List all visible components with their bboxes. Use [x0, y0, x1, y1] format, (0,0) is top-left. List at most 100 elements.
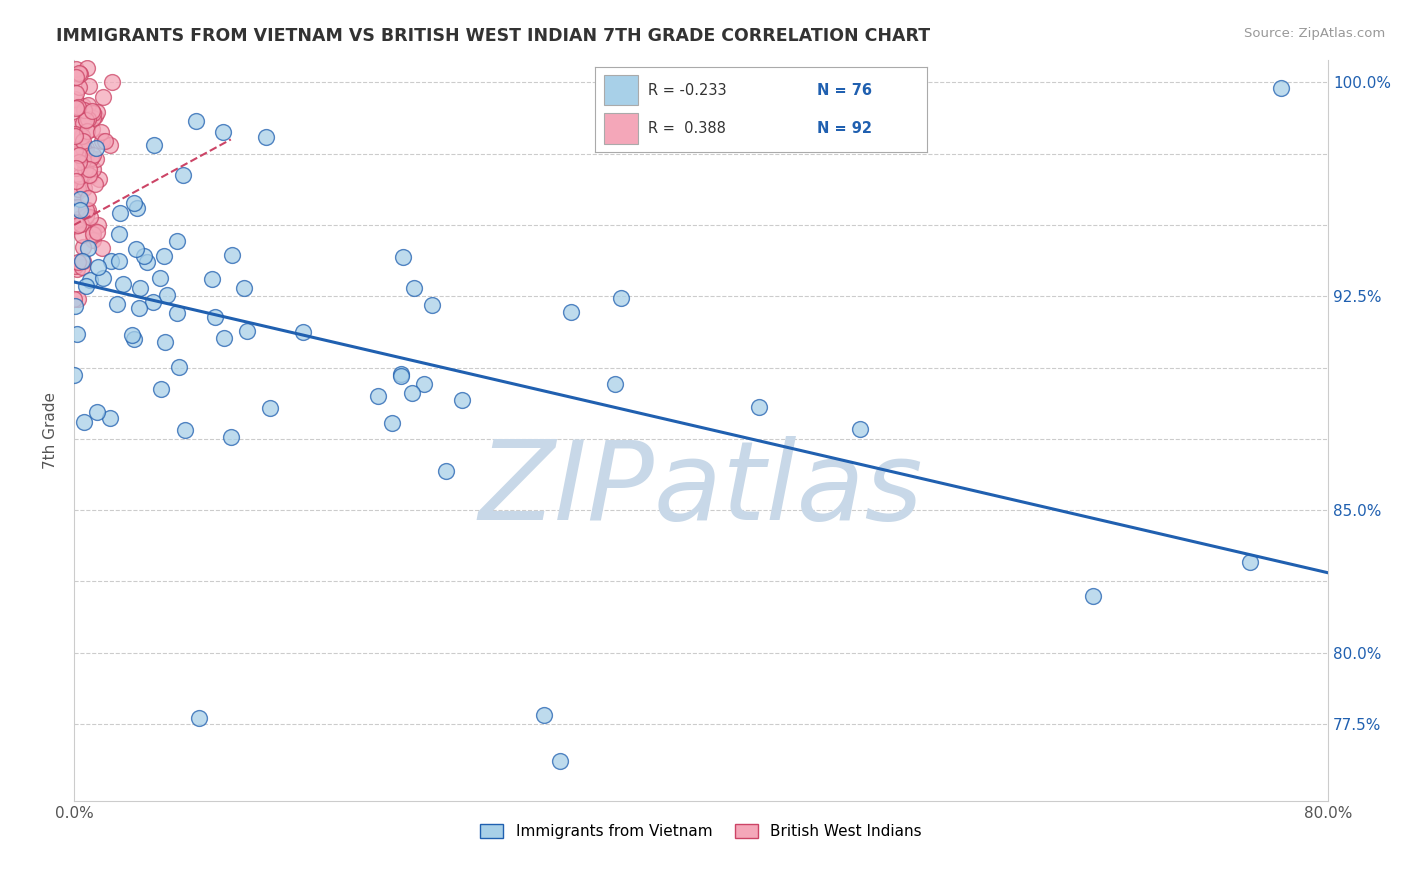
Point: [66, 182, 89, 196]
Point: [100, 253, 122, 268]
Point: [149, 271, 172, 285]
Point: [66, 99, 89, 113]
Point: [450, 393, 472, 408]
Point: [76, 106, 98, 120]
Point: [65, 219, 87, 234]
Point: [221, 248, 243, 262]
Point: [75, 278, 97, 293]
Point: [76, 146, 98, 161]
Point: [72, 227, 94, 242]
Point: [66, 261, 89, 276]
Point: [108, 254, 131, 268]
Point: [72, 99, 94, 113]
Point: [212, 330, 235, 344]
Point: [188, 711, 211, 725]
Point: [232, 281, 254, 295]
Text: ZIPatlas: ZIPatlas: [479, 436, 924, 543]
Point: [94, 134, 117, 148]
Point: [65, 174, 87, 188]
Point: [86, 225, 108, 239]
Point: [87, 260, 110, 274]
Point: [66, 200, 89, 214]
Point: [392, 251, 415, 265]
Point: [75, 112, 97, 127]
Point: [134, 249, 156, 263]
Point: [67, 79, 90, 94]
Point: [100, 75, 122, 89]
Point: [72, 141, 94, 155]
Point: [65, 299, 87, 313]
Point: [389, 367, 412, 381]
Point: [76, 62, 98, 76]
Point: [125, 242, 148, 256]
Point: [76, 124, 98, 138]
Point: [63, 92, 86, 106]
Point: [82, 161, 104, 176]
Point: [201, 272, 224, 286]
Point: [70, 129, 93, 144]
Point: [83, 177, 105, 191]
Point: [91, 90, 114, 104]
Point: [84, 152, 107, 166]
Point: [167, 359, 190, 374]
Point: [367, 388, 389, 402]
Point: [73, 162, 96, 177]
Point: [67, 136, 90, 151]
Point: [75, 140, 97, 154]
Point: [69, 203, 91, 218]
Point: [560, 305, 582, 319]
Point: [90, 125, 112, 139]
Point: [69, 169, 91, 183]
Point: [404, 281, 426, 295]
Point: [69, 192, 91, 206]
Point: [75, 154, 97, 169]
Point: [422, 298, 444, 312]
Point: [1270, 81, 1292, 95]
Point: [93, 271, 115, 285]
Point: [609, 291, 631, 305]
Point: [67, 154, 90, 169]
Point: [80, 104, 103, 119]
Point: [70, 143, 93, 157]
Point: [66, 212, 89, 227]
Point: [533, 708, 555, 723]
Point: [77, 78, 100, 93]
Point: [67, 219, 90, 233]
Point: [172, 169, 194, 183]
Point: [86, 105, 108, 120]
Point: [124, 196, 146, 211]
Point: [75, 144, 97, 158]
Point: [67, 148, 90, 162]
Point: [82, 106, 104, 120]
Point: [65, 102, 87, 116]
Point: [219, 430, 242, 444]
Point: [1239, 555, 1261, 569]
Point: [65, 185, 87, 199]
Point: [82, 227, 104, 242]
Point: [67, 107, 90, 121]
Point: [76, 202, 98, 217]
Point: [80, 151, 103, 165]
Point: [87, 171, 110, 186]
Point: [63, 128, 86, 142]
Point: [63, 260, 86, 274]
Text: Source: ZipAtlas.com: Source: ZipAtlas.com: [1244, 27, 1385, 40]
Point: [603, 376, 626, 391]
Text: IMMIGRANTS FROM VIETNAM VS BRITISH WEST INDIAN 7TH GRADE CORRELATION CHART: IMMIGRANTS FROM VIETNAM VS BRITISH WEST …: [56, 27, 931, 45]
Point: [122, 332, 145, 346]
Point: [79, 169, 101, 184]
Point: [110, 206, 132, 220]
Point: [80, 122, 103, 136]
Point: [82, 233, 104, 247]
Point: [105, 297, 128, 311]
Point: [90, 241, 112, 255]
Point: [77, 162, 100, 177]
Point: [87, 218, 110, 232]
Legend: Immigrants from Vietnam, British West Indians: Immigrants from Vietnam, British West In…: [474, 818, 928, 845]
Point: [153, 334, 176, 349]
Point: [82, 112, 104, 126]
Point: [73, 181, 96, 195]
Point: [166, 234, 188, 248]
Point: [76, 112, 98, 126]
Point: [748, 401, 770, 415]
